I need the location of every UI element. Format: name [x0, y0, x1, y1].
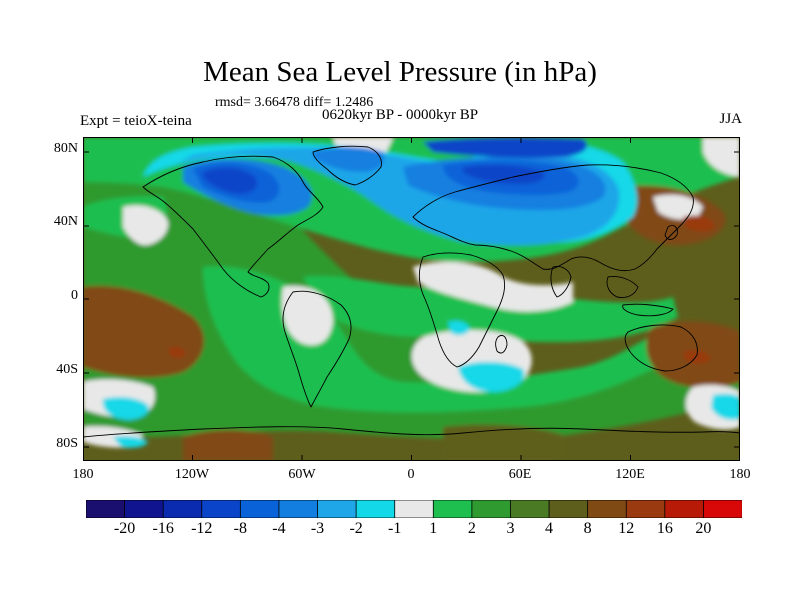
lat-label-40n: 40N [53, 214, 78, 229]
colorbar-label: 4 [545, 520, 554, 537]
lon-label-0: 0 [407, 467, 415, 482]
lon-label-120w: 120W [174, 467, 210, 482]
colorbar-swatch [471, 500, 512, 518]
colorbar-label: 20 [695, 520, 712, 537]
colorbar-label: -12 [191, 520, 213, 537]
colorbar-label: 12 [618, 520, 635, 537]
lat-label-80s: 80S [56, 436, 78, 451]
colorbar-swatch [703, 500, 742, 518]
field-fill [83, 137, 740, 461]
colorbar-label: -1 [388, 520, 402, 537]
lon-label-60e: 60E [508, 467, 532, 482]
map-title: Mean Sea Level Pressure (in hPa) [203, 56, 597, 88]
stats-text: rmsd= 3.66478 diff= 1.2486 [215, 95, 374, 110]
colorbar-label: -3 [310, 520, 325, 537]
colorbar [86, 500, 742, 518]
colorbar-swatch [86, 500, 126, 518]
colorbar-label: -4 [272, 520, 286, 537]
lon-label-180e: 180 [729, 467, 751, 482]
colorbar-swatch [432, 500, 473, 518]
colorbar-label: 2 [467, 520, 476, 537]
colorbar-label: 8 [583, 520, 592, 537]
colorbar-swatch [664, 500, 705, 518]
colorbar-swatch [239, 500, 280, 518]
map-frame [83, 137, 740, 461]
lon-label-120e: 120E [615, 467, 645, 482]
colorbar-label: -8 [233, 520, 247, 537]
colorbar-swatch [510, 500, 550, 518]
colorbar-swatch [355, 500, 396, 518]
lon-label-180w: 180 [72, 467, 94, 482]
colorbar-swatch [394, 500, 434, 518]
colorbar-swatch [587, 500, 627, 518]
colorbar-swatch [548, 500, 589, 518]
period-text: 0620kyr BP - 0000kyr BP [322, 107, 479, 123]
colorbar-label: 3 [506, 520, 515, 537]
colorbar-swatch [201, 500, 242, 518]
colorbar-swatch [124, 500, 164, 518]
colorbar-swatch [317, 500, 357, 518]
colorbar-swatch [625, 500, 666, 518]
pressure-anomaly-map [83, 137, 740, 461]
colorbar-label: -16 [152, 520, 174, 537]
colorbar-swatch [162, 500, 203, 518]
lat-label-80n: 80N [53, 141, 78, 156]
experiment-label: Expt = teioX-teina [80, 113, 192, 129]
coastlines [83, 145, 740, 438]
season-label: JJA [719, 111, 742, 127]
colorbar-swatch [278, 500, 319, 518]
colorbar-label: -20 [113, 520, 136, 537]
lat-label-0: 0 [71, 288, 78, 303]
colorbar-label: -2 [349, 520, 363, 537]
colorbar-label: 1 [429, 520, 438, 537]
colorbar-label: 16 [656, 520, 673, 537]
lon-label-60w: 60W [288, 467, 316, 482]
lat-label-40s: 40S [56, 362, 78, 377]
